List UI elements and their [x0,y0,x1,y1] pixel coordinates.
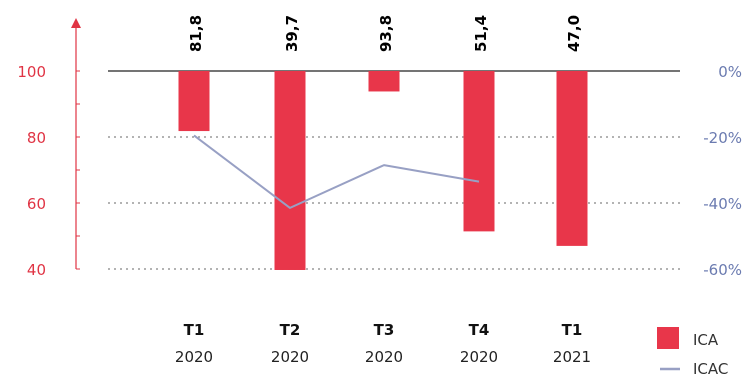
legend-label-icac: ICAC [693,360,728,376]
legend-label-ica: ICA [693,331,719,349]
category-quarter-label: T1 [184,321,205,339]
line-series [193,134,480,209]
left-axis: 100 80 60 40 [17,18,81,279]
legend-swatch-ica [657,327,679,349]
bar-value-label: 47,0 [565,15,583,52]
bar-value-label: 39,7 [283,15,301,52]
category-quarter-label: T3 [374,321,395,339]
right-tick-label: -60% [703,261,742,279]
legend: ICA ICAC [657,327,728,378]
left-tick-label: 100 [17,63,46,81]
category-quarter-label: T4 [469,321,490,339]
bar-ica [178,71,210,132]
category-quarter-label: T2 [280,321,301,339]
bar-value-label: 93,8 [377,15,395,52]
line-icac [193,134,480,209]
category-year-label: 2020 [271,348,309,366]
left-tick-label: 60 [27,195,46,213]
left-axis-arrow-icon [71,18,81,28]
right-tick-label: 0% [718,63,742,81]
right-tick-label: -20% [703,129,742,147]
left-tick-label: 80 [27,129,46,147]
bar-ica [556,71,588,246]
category-year-label: 2020 [460,348,498,366]
category-year-label: 2020 [175,348,213,366]
bar-value-label: 51,4 [472,15,490,52]
category-year-label: 2021 [553,348,591,366]
right-tick-label: -40% [703,195,742,213]
category-quarter-label: T1 [562,321,583,339]
bar-ica [368,71,400,92]
bar-labels: 81,8 39,7 93,8 51,4 47,0 [187,15,583,52]
bar-value-label: 81,8 [187,15,205,52]
right-axis: 0% -20% -40% -60% [703,63,742,279]
category-year-label: 2020 [365,348,403,366]
bars [178,71,588,270]
bar-ica [463,71,495,232]
left-tick-label: 40 [27,261,46,279]
category-labels: T1 2020 T2 2020 T3 2020 T4 2020 T1 2021 [175,321,591,366]
bar-ica [274,71,306,270]
